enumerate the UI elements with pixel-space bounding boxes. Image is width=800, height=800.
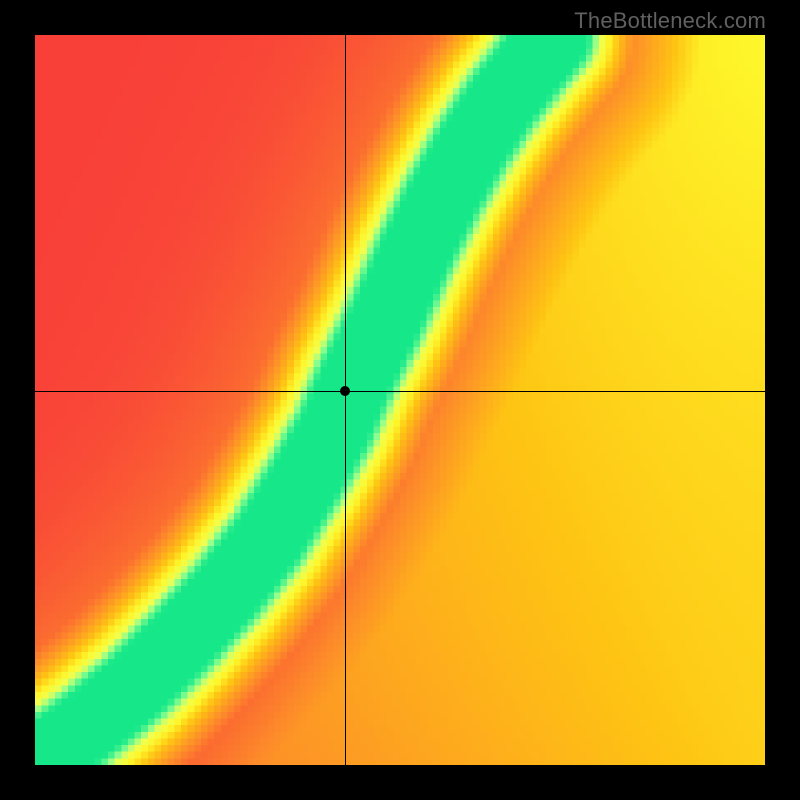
crosshair-vertical <box>345 35 346 765</box>
crosshair-horizontal <box>35 391 765 392</box>
heatmap-plot <box>35 35 765 765</box>
heatmap-canvas <box>35 35 765 765</box>
crosshair-marker <box>340 386 350 396</box>
watermark-text: TheBottleneck.com <box>574 8 766 34</box>
